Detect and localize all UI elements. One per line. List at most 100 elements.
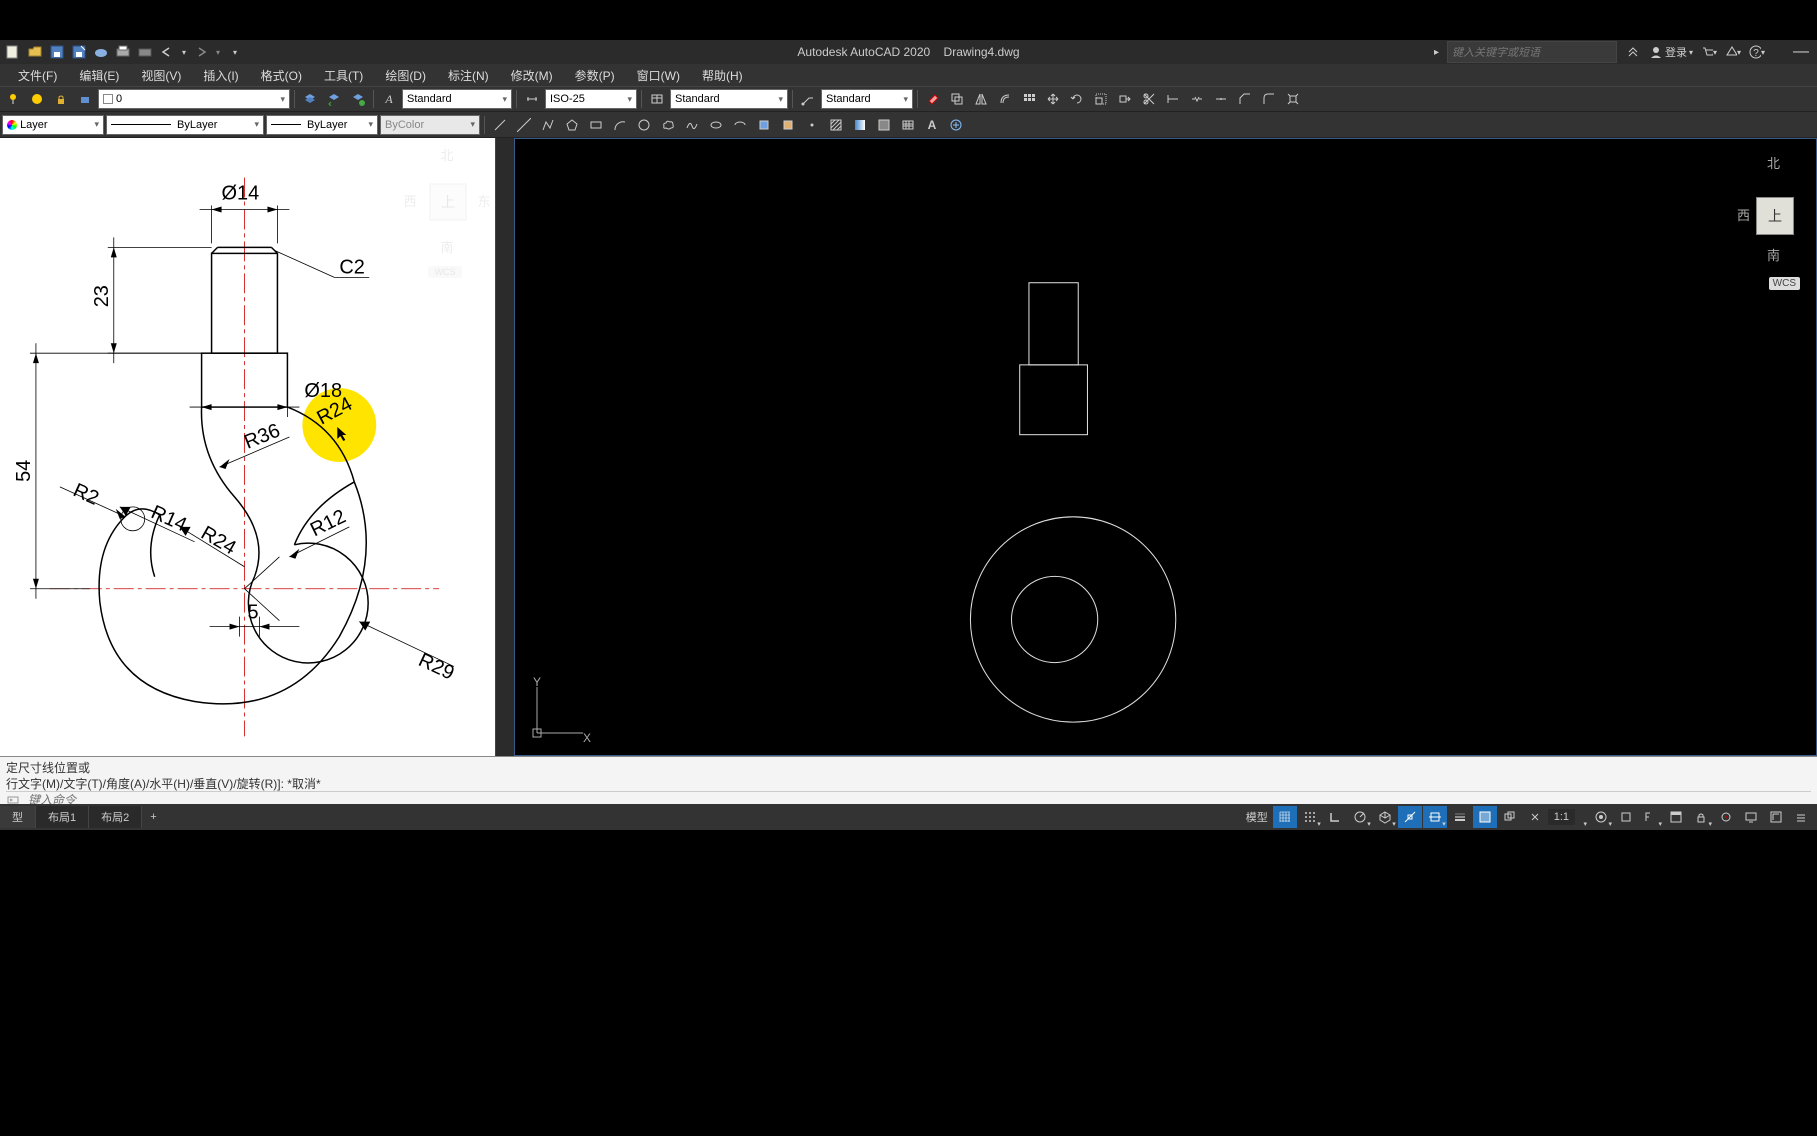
annotation-monitor[interactable] <box>1614 806 1638 828</box>
text-style-icon[interactable]: A <box>378 88 400 110</box>
cart-icon[interactable]: ▾ <box>1701 44 1717 60</box>
arc-tool-icon[interactable] <box>609 114 631 136</box>
ellipse-tool-icon[interactable] <box>705 114 727 136</box>
isolate-objects[interactable] <box>1714 806 1738 828</box>
app-icon[interactable]: ▾ <box>1725 44 1741 60</box>
tab-add[interactable]: + <box>142 808 164 826</box>
infocenter-icon[interactable] <box>1625 44 1641 60</box>
isodraft-toggle[interactable]: ▾ <box>1373 806 1397 828</box>
menu-view[interactable]: 视图(V) <box>131 65 191 86</box>
line-tool-icon[interactable] <box>489 114 511 136</box>
menu-file[interactable]: 文件(F) <box>8 65 67 86</box>
table-style-icon[interactable] <box>646 88 668 110</box>
chamfer-icon[interactable] <box>1234 88 1256 110</box>
units-toggle[interactable]: ▾ <box>1639 806 1663 828</box>
ellipse-arc-tool-icon[interactable] <box>729 114 751 136</box>
layer-plot-icon[interactable] <box>74 88 96 110</box>
scale-icon[interactable] <box>1090 88 1112 110</box>
cloud-icon[interactable] <box>92 43 110 61</box>
clean-screen[interactable] <box>1764 806 1788 828</box>
viewcube-south[interactable]: 南 <box>1767 245 1780 264</box>
block-edit-icon[interactable] <box>777 114 799 136</box>
osnap-toggle[interactable]: ▾ <box>1423 806 1447 828</box>
stretch-icon[interactable] <box>1114 88 1136 110</box>
polygon-tool-icon[interactable] <box>561 114 583 136</box>
join-icon[interactable] <box>1210 88 1232 110</box>
minimize-icon[interactable]: — <box>1793 44 1809 60</box>
menu-tools[interactable]: 工具(T) <box>314 65 373 86</box>
copy-icon[interactable] <box>946 88 968 110</box>
revcloud-tool-icon[interactable] <box>657 114 679 136</box>
addselected-tool-icon[interactable] <box>945 114 967 136</box>
otrack-toggle[interactable] <box>1398 806 1422 828</box>
3dosnap-toggle[interactable] <box>1523 806 1547 828</box>
move-icon[interactable] <box>1042 88 1064 110</box>
new-icon[interactable] <box>4 43 22 61</box>
tab-model[interactable]: 型 <box>0 806 36 828</box>
menu-param[interactable]: 参数(P) <box>565 65 625 86</box>
left-viewport[interactable]: Ø14 C2 23 54 <box>0 138 496 756</box>
break-icon[interactable] <box>1186 88 1208 110</box>
layer-states-icon[interactable] <box>347 88 369 110</box>
print-icon[interactable] <box>136 43 154 61</box>
redo-dropdown-icon[interactable]: ▾ <box>214 43 222 61</box>
rotate-icon[interactable] <box>1066 88 1088 110</box>
layer-previous-icon[interactable] <box>323 88 345 110</box>
lineweight-dropdown[interactable]: ByLayer <box>266 115 378 135</box>
layer-dropdown[interactable]: 0 <box>98 89 290 109</box>
explode-icon[interactable] <box>1282 88 1304 110</box>
quick-properties[interactable] <box>1664 806 1688 828</box>
layer-on-icon[interactable] <box>2 88 24 110</box>
table-tool-icon[interactable] <box>897 114 919 136</box>
hardware-accel[interactable] <box>1739 806 1763 828</box>
mirror-icon[interactable] <box>970 88 992 110</box>
tablestyle-dropdown[interactable]: Standard <box>670 89 788 109</box>
viewcube-wcs[interactable]: WCS <box>1769 277 1800 290</box>
menu-window[interactable]: 窗口(W) <box>627 65 690 86</box>
region-tool-icon[interactable] <box>873 114 895 136</box>
help-icon[interactable]: ?▾ <box>1749 44 1765 60</box>
mtext-tool-icon[interactable]: A <box>921 114 943 136</box>
layer-lock-icon[interactable] <box>50 88 72 110</box>
menu-help[interactable]: 帮助(H) <box>692 65 753 86</box>
customize-status[interactable] <box>1789 806 1813 828</box>
menu-dimension[interactable]: 标注(N) <box>438 65 499 86</box>
layer-freeze-icon[interactable] <box>26 88 48 110</box>
erase-icon[interactable] <box>922 88 944 110</box>
offset-icon[interactable] <box>994 88 1016 110</box>
plot-icon[interactable] <box>114 43 132 61</box>
textstyle-dropdown[interactable]: Standard <box>402 89 512 109</box>
viewcube[interactable]: 北 西 上 南 WCS <box>1726 149 1806 299</box>
qat-customize-icon[interactable]: ▾ <box>226 43 244 61</box>
redo-icon[interactable] <box>192 43 210 61</box>
menu-format[interactable]: 格式(O) <box>251 65 312 86</box>
menu-edit[interactable]: 编辑(E) <box>69 65 129 86</box>
dim-style-icon[interactable] <box>521 88 543 110</box>
workspace-switch[interactable]: ▾ <box>1589 806 1613 828</box>
annotation-scale[interactable]: 1:1 <box>1548 809 1575 825</box>
undo-dropdown-icon[interactable]: ▾ <box>180 43 188 61</box>
open-icon[interactable] <box>26 43 44 61</box>
plotstyle-dropdown[interactable]: ByColor <box>380 115 480 135</box>
trim-icon[interactable] <box>1138 88 1160 110</box>
status-model-label[interactable]: 模型 <box>1242 809 1272 825</box>
pline-tool-icon[interactable] <box>537 114 559 136</box>
array-icon[interactable] <box>1018 88 1040 110</box>
viewcube-west[interactable]: 西 <box>1737 205 1750 224</box>
snap-toggle[interactable]: ▾ <box>1298 806 1322 828</box>
ortho-toggle[interactable] <box>1323 806 1347 828</box>
save-icon[interactable] <box>48 43 66 61</box>
grid-toggle[interactable] <box>1273 806 1297 828</box>
viewcube-top-face[interactable]: 上 <box>1756 197 1794 235</box>
lineweight-toggle[interactable] <box>1448 806 1472 828</box>
color-dropdown[interactable]: Layer <box>2 115 104 135</box>
linetype-dropdown[interactable]: ByLayer <box>106 115 264 135</box>
rectangle-tool-icon[interactable] <box>585 114 607 136</box>
mleaderstyle-dropdown[interactable]: Standard <box>821 89 913 109</box>
transparency-toggle[interactable] <box>1473 806 1497 828</box>
xline-tool-icon[interactable] <box>513 114 535 136</box>
block-tool-icon[interactable] <box>753 114 775 136</box>
circle-tool-icon[interactable] <box>633 114 655 136</box>
tab-layout1[interactable]: 布局1 <box>36 806 89 828</box>
undo-icon[interactable] <box>158 43 176 61</box>
